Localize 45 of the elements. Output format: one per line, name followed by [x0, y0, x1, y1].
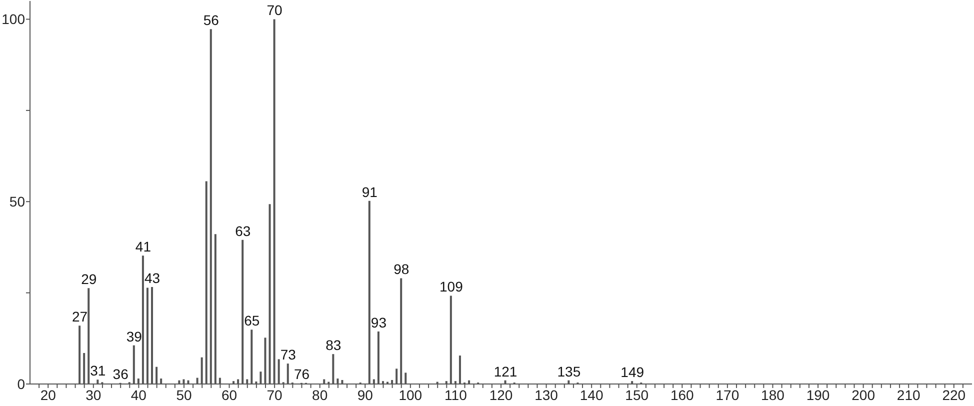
- annotation: 56: [203, 12, 220, 28]
- x-tick-label: 170: [716, 386, 740, 403]
- x-tick-label: 190: [806, 386, 830, 403]
- annotation: 65: [244, 312, 260, 329]
- annotation: 63: [235, 222, 251, 239]
- annotation: 31: [90, 362, 106, 379]
- y-tick-label: 0: [17, 376, 26, 392]
- annotation: 76: [294, 366, 310, 382]
- x-tick-label: 40: [130, 386, 147, 403]
- x-tick-label: 80: [312, 386, 328, 403]
- annotation: 27: [72, 308, 88, 325]
- y-tick-label: 50: [9, 194, 26, 210]
- x-tick-label: 50: [176, 386, 192, 403]
- annotation: 83: [326, 337, 342, 354]
- x-tick-label: 60: [221, 386, 238, 403]
- annotation: 73: [280, 346, 296, 363]
- x-tick-label: 140: [580, 386, 604, 403]
- x-tick-label: 130: [534, 386, 558, 403]
- annotation: 36: [112, 366, 129, 382]
- x-tick-label: 110: [444, 386, 468, 403]
- annotation: 93: [370, 314, 387, 330]
- annotation: 41: [135, 238, 152, 255]
- x-tick-label: 120: [489, 386, 513, 403]
- annotation: 109: [440, 278, 464, 295]
- x-tick-label: 200: [852, 386, 876, 403]
- x-tick-label: 70: [266, 386, 283, 403]
- x-tick-label: 30: [86, 386, 102, 403]
- x-tick-label: 150: [625, 386, 649, 403]
- annotation: 149: [620, 364, 644, 380]
- annotation: 98: [394, 261, 410, 278]
- annotation: 29: [81, 271, 97, 288]
- x-tick-label: 220: [942, 386, 966, 403]
- annotation: 135: [557, 363, 581, 380]
- x-tick-label: 100: [398, 386, 422, 403]
- x-tick-label: 20: [40, 386, 56, 403]
- x-tick-label: 90: [357, 386, 374, 403]
- x-tick-label: 160: [670, 386, 694, 403]
- y-tick-label: 100: [2, 11, 26, 28]
- annotation: 121: [494, 363, 518, 380]
- annotation: 39: [126, 328, 142, 344]
- x-tick-label: 180: [761, 386, 785, 403]
- annotation: 91: [362, 184, 378, 200]
- annotation: 43: [144, 270, 160, 286]
- x-tick-label: 210: [896, 386, 920, 403]
- annotation: 70: [266, 2, 283, 18]
